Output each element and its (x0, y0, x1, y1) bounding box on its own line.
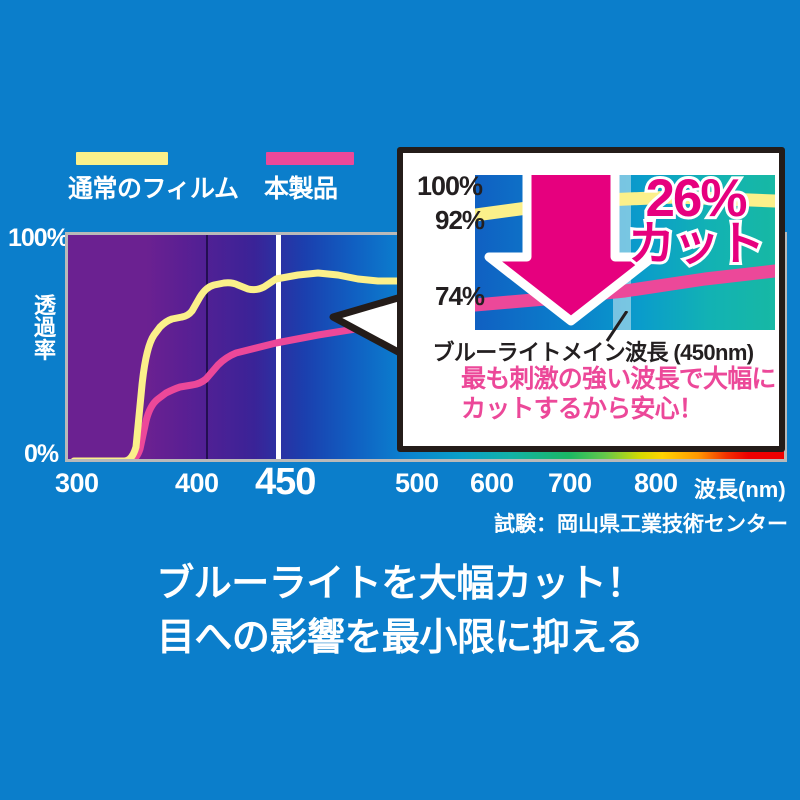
inset-curve-layer (475, 175, 775, 326)
y-axis-tick-100: 100% (8, 224, 69, 252)
inset-message-line2: カットするから安心！ (461, 394, 704, 423)
callout-box: 100% 92% 74% 26% カット ブルーライトメイン波長 (450nm)… (397, 147, 785, 452)
reference-line-400nm (206, 235, 208, 459)
x-tick-600: 600 (470, 468, 514, 498)
chart-legend: 通常のフィルム 本製品 (68, 152, 398, 212)
legend-swatch-normal-film (76, 152, 168, 165)
inset-chart (475, 175, 775, 330)
test-credit: 試験：岡山県工業技術センター (494, 513, 788, 536)
inset-y-label-92: 92% (435, 205, 485, 235)
curve-normal-film (71, 269, 784, 459)
inset-y-label-100: 100% (417, 171, 483, 201)
headline-line2: 目への影響を最小限に抑える (156, 616, 644, 659)
x-tick-300: 300 (55, 468, 99, 498)
headline-line1: ブルーライトを大幅カット！ (156, 563, 644, 605)
inset-message-line1: 最も刺激の強い波長で大幅に (461, 365, 776, 393)
legend-swatch-this-product (266, 152, 354, 165)
y-axis-tick-0: 0% (24, 440, 59, 468)
inset-curve-this-product (475, 264, 775, 312)
callout-inset: 100% 92% 74% 26% カット ブルーライトメイン波長 (450nm)… (329, 147, 785, 452)
x-tick-400: 400 (175, 468, 219, 498)
inset-curve-normal-film (475, 190, 775, 222)
legend-label-this-product: 本製品 (264, 175, 338, 203)
inset-caption: ブルーライトメイン波長 (450nm) (432, 340, 754, 365)
x-axis-ticks: 300 400 450 500 600 700 800 (0, 461, 800, 508)
down-arrow-icon (484, 175, 658, 326)
x-tick-800: 800 (634, 468, 678, 498)
headline: ブルーライトを大幅カット！ 目への影響を最小限に抑える (0, 558, 800, 666)
x-tick-700: 700 (548, 468, 592, 498)
x-tick-450: 450 (255, 461, 316, 503)
inset-leader-line (605, 311, 629, 342)
legend-label-normal-film: 通常のフィルム (68, 175, 239, 203)
inset-message: 最も刺激の強い波長で大幅に カットするから安心！ (461, 365, 781, 424)
y-axis-title: 透過率 (33, 293, 56, 363)
inset-y-label-74: 74% (435, 281, 485, 311)
x-axis-title: 波長(nm) (694, 477, 786, 502)
legend-item-this-product: 本製品 (264, 152, 354, 205)
highlight-line-450nm (276, 235, 281, 459)
legend-item-normal-film: 通常のフィルム (68, 152, 239, 205)
x-tick-500: 500 (395, 468, 439, 498)
